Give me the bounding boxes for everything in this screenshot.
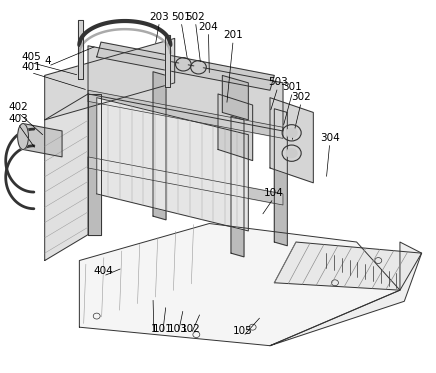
Polygon shape (78, 20, 83, 79)
Polygon shape (97, 42, 274, 90)
Polygon shape (88, 94, 101, 235)
Polygon shape (79, 223, 400, 346)
Text: 501: 501 (171, 12, 191, 22)
Text: 302: 302 (291, 92, 311, 102)
Text: 201: 201 (223, 30, 243, 40)
Text: 101: 101 (153, 324, 172, 334)
Ellipse shape (17, 123, 28, 150)
Polygon shape (222, 75, 249, 120)
Text: 104: 104 (264, 188, 283, 198)
Polygon shape (45, 38, 175, 120)
Text: 301: 301 (283, 82, 303, 92)
Polygon shape (218, 94, 252, 161)
Text: 102: 102 (181, 324, 201, 334)
Polygon shape (88, 46, 283, 131)
Polygon shape (45, 94, 88, 261)
Polygon shape (153, 72, 166, 220)
Polygon shape (270, 98, 313, 183)
Text: 404: 404 (93, 266, 113, 276)
Circle shape (179, 61, 187, 68)
Text: 401: 401 (21, 62, 41, 72)
Circle shape (286, 128, 297, 138)
Text: 403: 403 (8, 113, 28, 123)
Text: 103: 103 (168, 324, 188, 334)
Polygon shape (165, 35, 170, 87)
Polygon shape (88, 157, 283, 205)
Text: 502: 502 (186, 12, 205, 22)
Polygon shape (88, 90, 283, 138)
Circle shape (194, 63, 203, 71)
Polygon shape (270, 242, 422, 346)
Text: 402: 402 (8, 103, 28, 112)
Polygon shape (274, 109, 287, 246)
Text: 4: 4 (45, 56, 51, 66)
Text: 203: 203 (150, 12, 170, 22)
Text: 1: 1 (150, 324, 157, 334)
Text: 405: 405 (21, 53, 41, 62)
Polygon shape (23, 123, 62, 157)
Text: 304: 304 (320, 133, 340, 143)
Text: 503: 503 (268, 77, 288, 87)
Text: 204: 204 (198, 22, 218, 32)
Polygon shape (231, 116, 244, 257)
Polygon shape (274, 242, 422, 290)
Polygon shape (97, 98, 249, 231)
Circle shape (286, 148, 297, 158)
Text: 105: 105 (233, 326, 253, 336)
